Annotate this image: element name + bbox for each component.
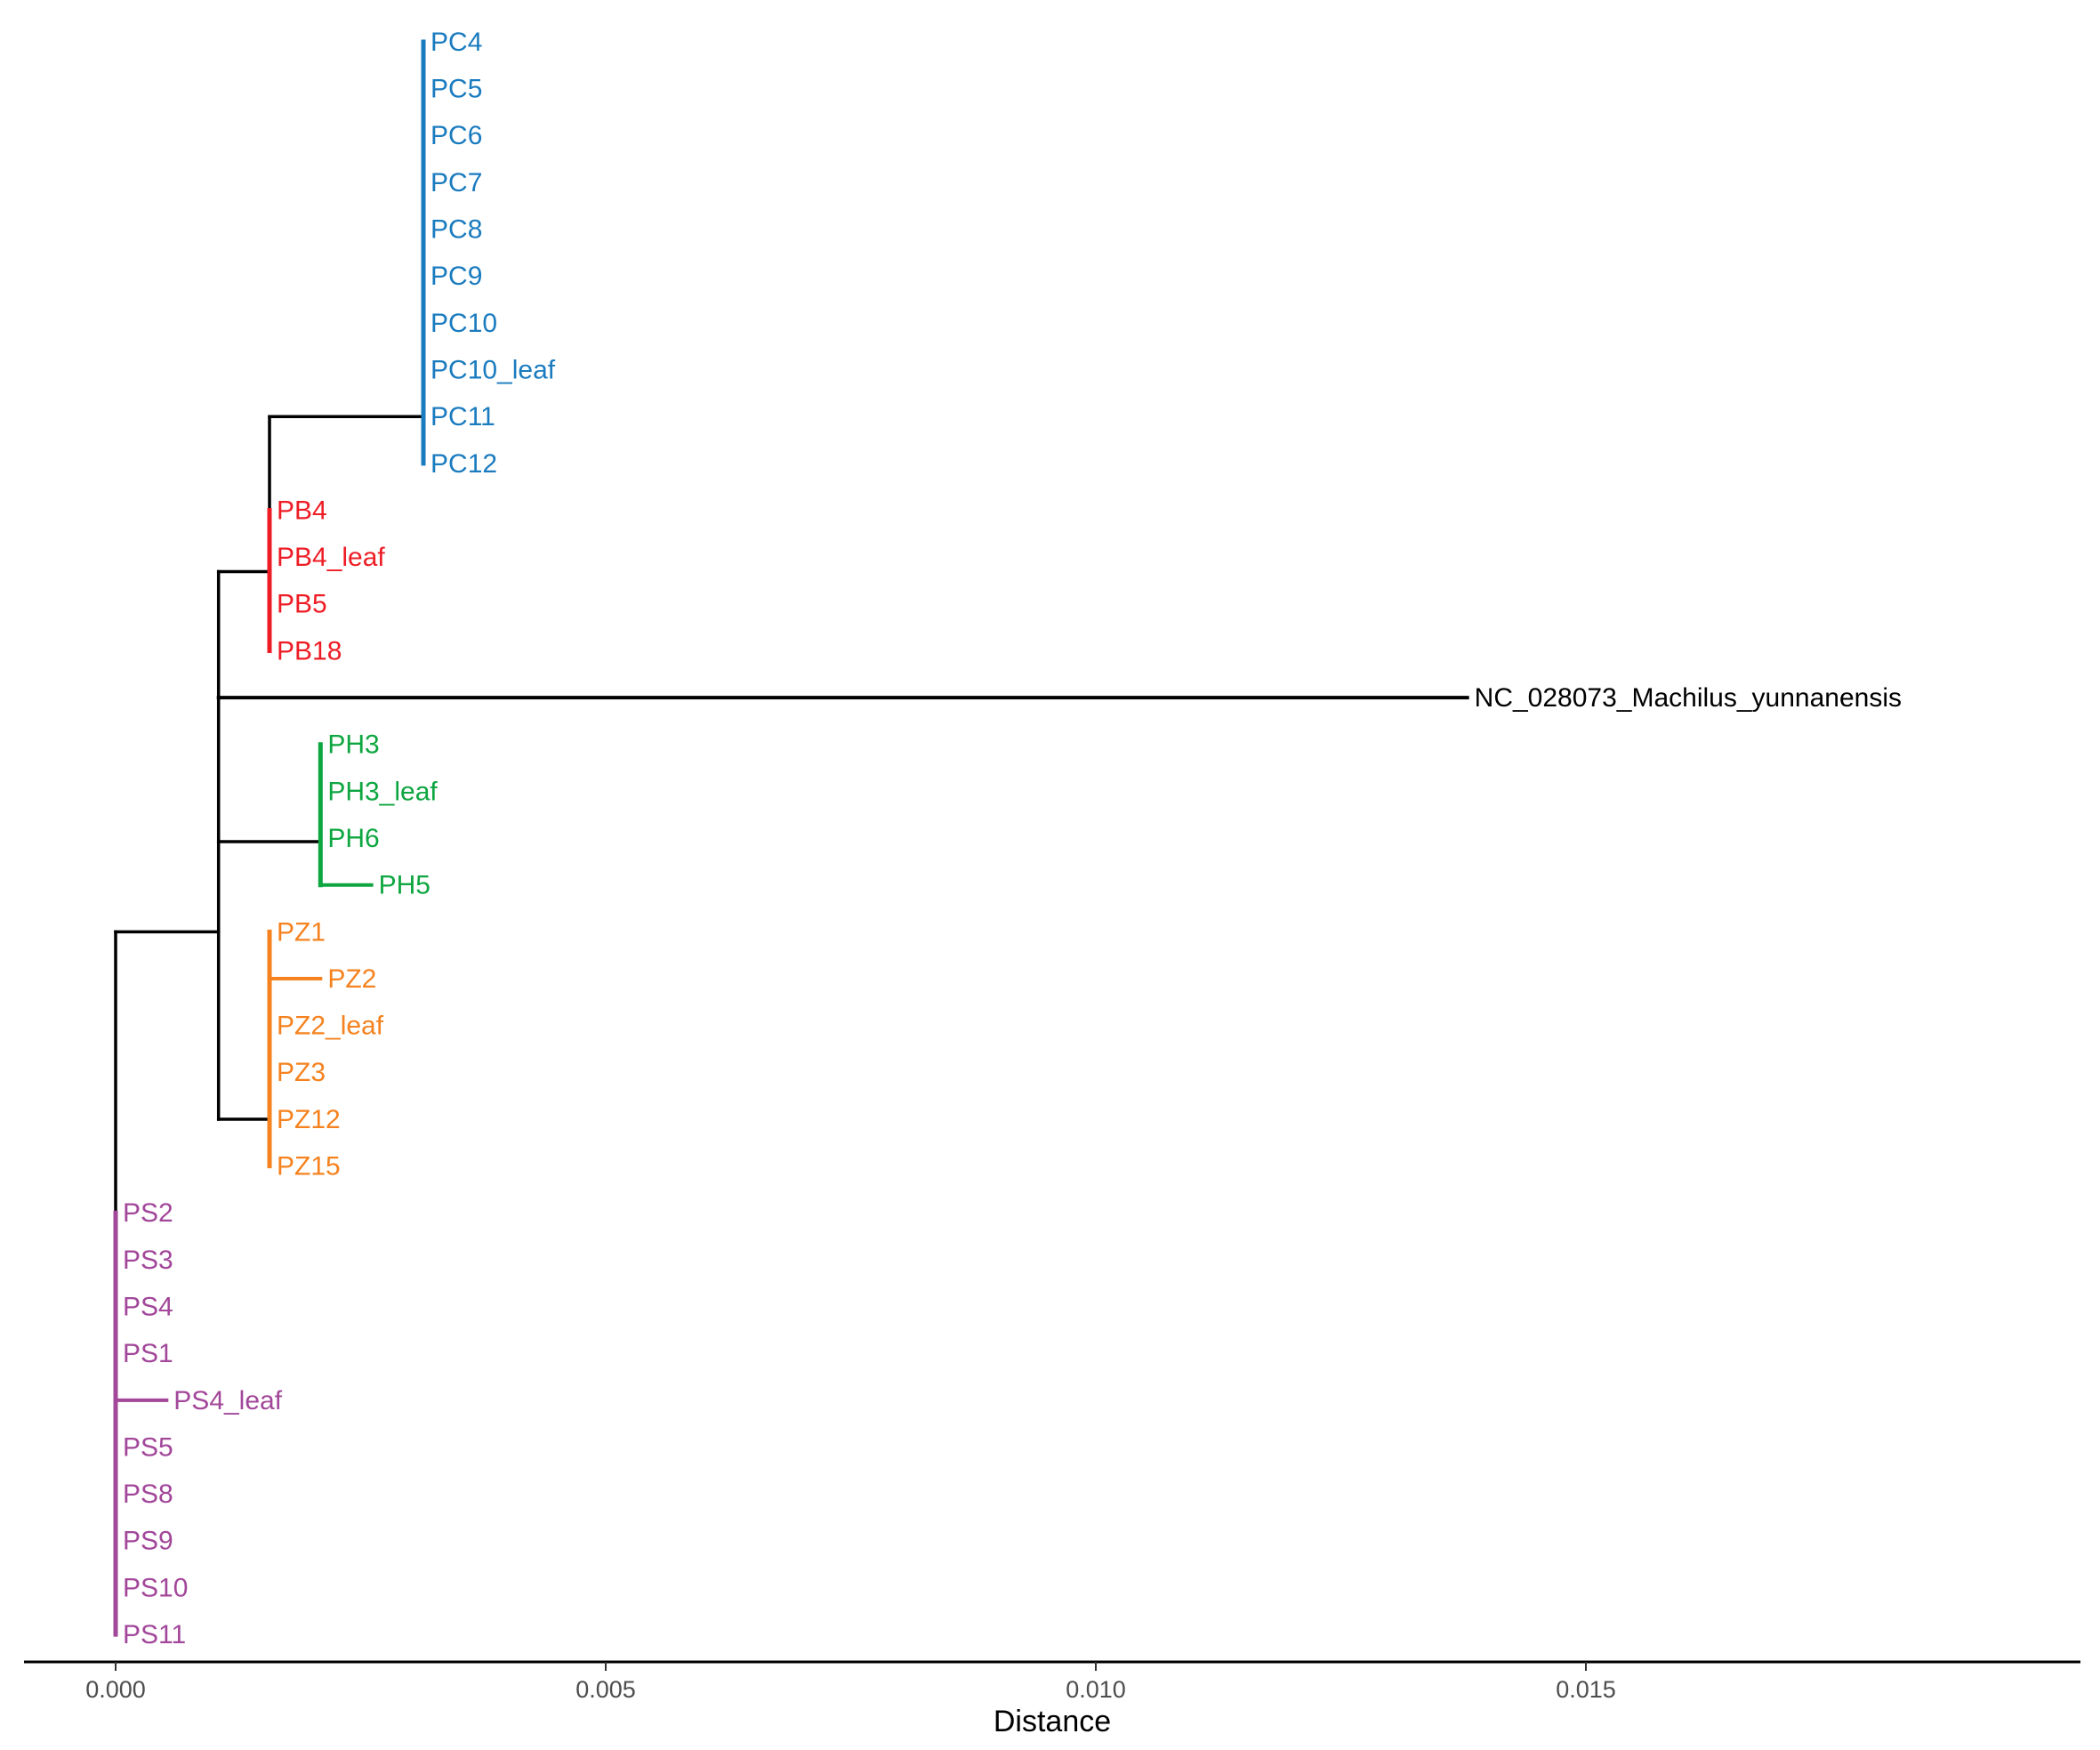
tip-label-pc4: PC4 [430, 28, 482, 57]
tip-label-pc12: PC12 [430, 449, 497, 479]
tree-branches [113, 39, 1469, 1637]
tip-label-pc11: PC11 [430, 402, 495, 431]
tip-label-ps3: PS3 [123, 1246, 173, 1275]
x-axis-ticks: 0.000 0.005 0.010 0.015 [85, 1662, 1616, 1703]
tip-label-pz15: PZ15 [277, 1152, 341, 1181]
tip-label-pc7: PC7 [430, 168, 482, 198]
tip-label-pb4: PB4 [277, 496, 327, 525]
tip-label-pc9: PC9 [430, 262, 482, 291]
tip-label-pc5: PC5 [430, 75, 482, 104]
tip-label-ps5: PS5 [123, 1432, 173, 1462]
tip-label-pc10-leaf: PC10_leaf [430, 355, 556, 384]
tip-label-pz2-leaf: PZ2_leaf [277, 1012, 384, 1041]
tip-label-ps10: PS10 [123, 1573, 188, 1602]
tip-label-pz2: PZ2 [327, 964, 376, 994]
tip-label-nc-028073-machilus-yunnanensis: NC_028073_Machilus_yunnanensis [1475, 683, 1902, 713]
tip-label-pb18: PB18 [277, 636, 342, 665]
tip-label-ps11: PS11 [123, 1620, 186, 1649]
tip-label-ph3-leaf: PH3_leaf [327, 777, 438, 806]
tip-label-pz1: PZ1 [277, 917, 326, 947]
tip-label-ps9: PS9 [123, 1527, 173, 1556]
tip-label-ps4: PS4 [123, 1292, 173, 1321]
tip-label-ph3: PH3 [327, 730, 379, 760]
x-tick-label: 0.005 [575, 1676, 636, 1703]
tip-labels: PC4 PC5 PC6 PC7 PC8 PC9 PC10 PC10_leaf PC11 PC12 P… [123, 28, 1902, 1649]
tip-label-pc8: PC8 [430, 215, 482, 245]
tip-label-ph5: PH5 [379, 871, 430, 900]
tip-label-pc10: PC10 [430, 309, 497, 338]
tip-label-pb5: PB5 [277, 590, 327, 619]
x-tick-label: 0.010 [1066, 1676, 1126, 1703]
tip-label-ps4-leaf: PS4_leaf [173, 1386, 282, 1415]
tip-label-pb4-leaf: PB4_leaf [277, 543, 385, 572]
x-axis-title: Distance [994, 1705, 1111, 1738]
x-tick-label: 0.000 [85, 1676, 146, 1703]
x-axis: 0.000 0.005 0.010 0.015 Distance [24, 1660, 2080, 1738]
tip-label-ps2: PS2 [123, 1198, 173, 1228]
tip-label-pz3: PZ3 [277, 1058, 326, 1087]
tip-label-pz12: PZ12 [277, 1105, 341, 1134]
tip-label-ps8: PS8 [123, 1480, 173, 1509]
tip-label-ph6: PH6 [327, 824, 379, 853]
tip-label-ps1: PS1 [123, 1339, 173, 1368]
x-tick-label: 0.015 [1556, 1676, 1616, 1703]
tip-label-pc6: PC6 [430, 121, 482, 150]
